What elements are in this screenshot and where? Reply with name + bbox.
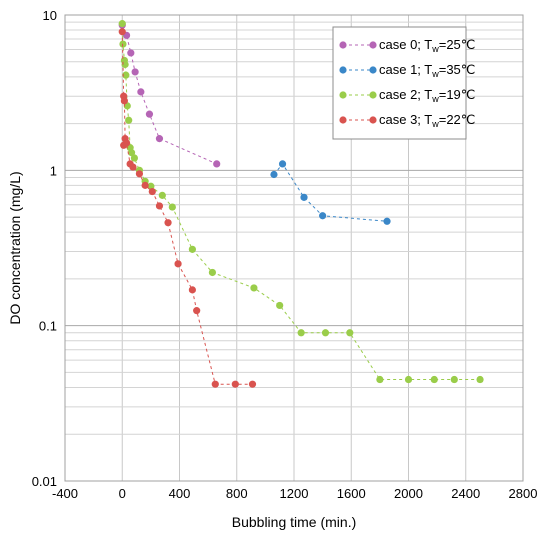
data-point bbox=[122, 139, 131, 147]
data-point bbox=[248, 380, 257, 388]
legend-marker bbox=[339, 91, 347, 99]
data-point bbox=[120, 97, 128, 105]
data-point bbox=[137, 88, 145, 96]
legend-item: case 3; Tw=22℃ bbox=[339, 112, 475, 129]
legend-marker bbox=[339, 116, 347, 124]
series-line bbox=[121, 23, 481, 381]
legend-marker bbox=[369, 41, 377, 49]
legend-label: case 2; Tw=19℃ bbox=[379, 87, 475, 104]
data-point bbox=[148, 187, 156, 196]
data-point bbox=[276, 301, 284, 310]
data-point bbox=[297, 329, 305, 337]
data-point bbox=[131, 68, 139, 76]
x-tick-label: 2000 bbox=[394, 486, 423, 501]
data-point bbox=[118, 20, 126, 28]
legend-marker bbox=[369, 91, 377, 99]
series-case-3 bbox=[118, 28, 257, 388]
data-point bbox=[321, 329, 330, 337]
data-point bbox=[376, 375, 384, 384]
y-tick-label: 0.01 bbox=[32, 474, 57, 489]
data-point bbox=[188, 286, 196, 294]
x-tick-label: -400 bbox=[52, 486, 78, 501]
data-point bbox=[346, 329, 354, 337]
data-point bbox=[158, 191, 166, 199]
legend-marker bbox=[339, 66, 347, 74]
data-point bbox=[141, 181, 149, 189]
data-point bbox=[118, 28, 126, 36]
data-point bbox=[213, 160, 221, 168]
data-point bbox=[164, 219, 172, 227]
x-tick-label: 0 bbox=[119, 486, 126, 501]
data-point bbox=[270, 170, 278, 179]
x-tick-label: 1200 bbox=[280, 486, 309, 501]
data-point bbox=[127, 49, 135, 57]
x-tick-label: 800 bbox=[226, 486, 248, 501]
legend-label: case 0; Tw=25℃ bbox=[379, 37, 475, 54]
y-tick-label: 10 bbox=[43, 8, 57, 23]
x-tick-label: 1600 bbox=[337, 486, 366, 501]
data-point bbox=[278, 160, 287, 168]
data-point bbox=[430, 375, 438, 384]
data-point bbox=[168, 203, 176, 211]
legend-item: case 2; Tw=19℃ bbox=[339, 87, 475, 104]
data-point bbox=[135, 170, 144, 178]
data-point bbox=[383, 217, 391, 225]
legend-label: case 3; Tw=22℃ bbox=[379, 112, 475, 129]
data-point bbox=[130, 154, 139, 162]
x-tick-label: 400 bbox=[169, 486, 191, 501]
data-point bbox=[319, 212, 327, 220]
legend-label: case 1; Tw=35℃ bbox=[379, 62, 475, 79]
data-point bbox=[211, 380, 219, 388]
chart-series bbox=[118, 20, 484, 388]
legend-item: case 1; Tw=35℃ bbox=[339, 62, 475, 79]
x-axis-ticks: -400 0 400 800 1200 1600 2000 2400 2800 bbox=[52, 486, 537, 501]
data-point bbox=[450, 375, 458, 384]
data-point bbox=[404, 375, 413, 384]
legend: case 0; Tw=25℃ case 1; Tw=35℃ case 2; Tw=1… bbox=[332, 26, 475, 140]
data-point bbox=[188, 245, 196, 253]
series-case-1 bbox=[270, 160, 391, 225]
x-tick-label: 2800 bbox=[509, 486, 538, 501]
data-point bbox=[193, 307, 201, 315]
y-axis-label: DO concentration (mg/L) bbox=[7, 171, 23, 324]
data-point bbox=[155, 135, 164, 143]
data-point bbox=[476, 375, 484, 384]
data-point bbox=[208, 268, 217, 277]
data-point bbox=[122, 71, 130, 79]
legend-item: case 0; Tw=25℃ bbox=[339, 37, 475, 54]
series-case-2 bbox=[118, 20, 484, 384]
legend-marker bbox=[369, 66, 377, 74]
legend-marker bbox=[369, 116, 377, 124]
x-axis-label: Bubbling time (min.) bbox=[232, 514, 357, 530]
y-axis-ticks: 0.01 0.1 1 10 bbox=[32, 8, 57, 489]
data-point bbox=[155, 202, 164, 210]
data-point bbox=[125, 116, 133, 124]
y-tick-label: 1 bbox=[50, 163, 57, 178]
data-point bbox=[145, 110, 154, 118]
data-point bbox=[127, 149, 136, 157]
y-tick-label: 0.1 bbox=[39, 319, 57, 334]
data-point bbox=[250, 284, 258, 292]
data-point bbox=[129, 163, 137, 171]
data-point bbox=[231, 380, 239, 388]
data-point bbox=[174, 260, 182, 268]
x-tick-label: 2400 bbox=[451, 486, 480, 501]
legend-marker bbox=[339, 41, 347, 49]
data-point bbox=[300, 193, 308, 201]
plot-border bbox=[64, 14, 524, 482]
